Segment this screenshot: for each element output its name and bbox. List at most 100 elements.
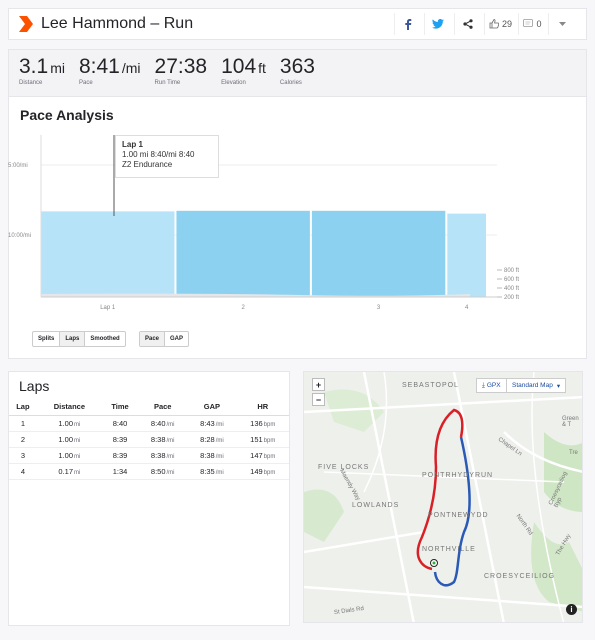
map-type-label: Standard Map bbox=[512, 382, 553, 389]
info-icon[interactable]: i bbox=[566, 604, 577, 615]
table-row[interactable]: 4 0.17mi 1:34 8:50/mi 8:35/mi 149bpm bbox=[9, 463, 289, 480]
caret-down-icon: ▾ bbox=[556, 382, 561, 390]
place-label: PONTRHYDYRUN bbox=[422, 472, 494, 479]
lap-tooltip: Lap 1 1.00 mi 8:40/mi 8:40 Z2 Endurance bbox=[115, 135, 219, 178]
col-pace: Pace bbox=[138, 398, 188, 416]
pace-analysis-title: Pace Analysis bbox=[20, 107, 114, 123]
place-label: CROESYCEILIOG bbox=[484, 573, 555, 580]
route-back bbox=[433, 436, 471, 587]
kudos-button[interactable]: 29 bbox=[483, 13, 516, 35]
more-menu-button[interactable] bbox=[548, 13, 576, 35]
cell-value: 3 bbox=[20, 451, 25, 460]
laps-button[interactable]: Laps bbox=[60, 332, 86, 346]
cell-value: 136 bbox=[250, 419, 263, 428]
cell-value: 147 bbox=[250, 451, 263, 460]
col-hr: HR bbox=[236, 398, 289, 416]
route-map[interactable]: + − ⤓ GPX Standard Map ▾ SEBASTOPOL FIVE … bbox=[303, 371, 583, 623]
cell-value: 2 bbox=[20, 435, 25, 444]
cell-gap: 8:35/mi bbox=[187, 463, 237, 480]
tooltip-lap: Lap 1 bbox=[122, 140, 143, 149]
cell-time: 1:34 bbox=[101, 463, 139, 480]
stat-run-time: 27:38 Run Time bbox=[154, 56, 208, 87]
twitter-share-button[interactable] bbox=[423, 13, 452, 35]
cell-pace: 8:38/mi bbox=[138, 447, 188, 464]
stat-pace: 8:41/mi Pace bbox=[78, 56, 141, 87]
stat-elevation: 104 ft Elevation bbox=[221, 55, 266, 87]
cell-time: 8:39 bbox=[101, 431, 139, 448]
table-row[interactable]: 1 1.00mi 8:40 8:40/mi 8:43/mi 136bpm bbox=[9, 415, 289, 432]
stat-value: 104 bbox=[221, 55, 257, 78]
splits-button[interactable]: Splits bbox=[33, 332, 61, 346]
smoothed-button[interactable]: Smoothed bbox=[90, 336, 120, 342]
cell-unit: /mi bbox=[215, 438, 224, 444]
cell-unit: mi bbox=[74, 470, 81, 476]
cell-lap: 2 bbox=[9, 431, 37, 448]
cell-unit: bpm bbox=[263, 438, 276, 444]
stat-unit: ft bbox=[258, 60, 266, 76]
download-icon: ⤓ bbox=[482, 381, 485, 389]
cell-unit: mi bbox=[74, 438, 81, 444]
cell-unit: /mi bbox=[215, 422, 224, 428]
place-label: Green & T bbox=[562, 416, 579, 428]
cell-value: 151 bbox=[250, 435, 263, 444]
laps-table: Lap Distance Time Pace GAP HR 1 1.00mi 8:4… bbox=[9, 398, 289, 480]
table-row[interactable]: 3 1.00mi 8:39 8:38/mi 8:38/mi 147bpm bbox=[9, 447, 289, 464]
stat-label: Pace bbox=[78, 80, 93, 86]
cell-hr: 151bpm bbox=[236, 431, 289, 448]
gap-button[interactable]: GAP bbox=[170, 336, 184, 342]
activity-title: Lee Hammond – Run bbox=[41, 15, 194, 32]
place-label: LOWLANDS bbox=[352, 502, 400, 509]
cell-distance: 1.00mi bbox=[36, 447, 102, 464]
cell-unit: bpm bbox=[263, 422, 276, 428]
route-out bbox=[416, 408, 464, 571]
cell-value: 1.00 bbox=[58, 435, 73, 444]
cell-distance: 1.00mi bbox=[36, 415, 102, 432]
share-icon bbox=[463, 19, 474, 29]
cell-value: 8:39 bbox=[112, 451, 128, 460]
stat-value: 3.1 bbox=[19, 55, 49, 78]
cell-value: 1.00 bbox=[58, 419, 73, 428]
cell-value: 8:35 bbox=[200, 467, 215, 476]
stat-label: Run Time bbox=[154, 80, 181, 86]
place-label: NORTHVILLE bbox=[422, 546, 476, 553]
cell-value: 1 bbox=[20, 419, 25, 428]
cell-gap: 8:43/mi bbox=[187, 415, 237, 432]
table-row[interactable]: 2 1.00mi 8:39 8:38/mi 8:28/mi 151bpm bbox=[9, 431, 289, 448]
activity-header: Lee Hammond – Run 29 0 bbox=[8, 8, 587, 40]
cell-unit: bpm bbox=[263, 470, 276, 476]
tooltip-stats: 1.00 mi 8:40/mi 8:40 bbox=[122, 150, 195, 159]
cell-distance: 0.17mi bbox=[36, 463, 102, 480]
cell-time: 8:39 bbox=[101, 447, 139, 464]
share-button[interactable] bbox=[453, 13, 482, 35]
pace-button[interactable]: Pace bbox=[140, 332, 166, 346]
comment-icon bbox=[523, 19, 534, 27]
cell-unit: /mi bbox=[166, 422, 175, 428]
cell-hr: 149bpm bbox=[236, 463, 289, 480]
cell-value: 1:34 bbox=[112, 467, 128, 476]
map-canvas bbox=[304, 372, 582, 622]
col-lap: Lap bbox=[9, 398, 37, 416]
caret-down-icon bbox=[559, 21, 566, 26]
cell-value: 8:40 bbox=[112, 419, 128, 428]
cell-value: 8:38 bbox=[150, 451, 166, 460]
cell-unit: /mi bbox=[166, 438, 175, 444]
cell-value: 8:40 bbox=[150, 419, 166, 428]
cell-time: 8:40 bbox=[101, 415, 139, 432]
comments-button[interactable]: 0 bbox=[518, 13, 546, 35]
cell-value: 0.17 bbox=[58, 467, 73, 476]
gpx-download-button[interactable]: ⤓ GPX bbox=[476, 378, 507, 393]
thumbs-up-icon bbox=[489, 19, 499, 29]
stat-unit: /mi bbox=[121, 60, 141, 76]
cell-unit: /mi bbox=[166, 470, 175, 476]
facebook-share-button[interactable] bbox=[393, 13, 422, 35]
cell-unit: /mi bbox=[166, 454, 175, 460]
tooltip-zone: Z2 Endurance bbox=[122, 160, 173, 169]
cell-unit: bpm bbox=[263, 454, 276, 460]
map-type-select[interactable]: Standard Map ▾ bbox=[506, 378, 567, 393]
cell-unit: /mi bbox=[215, 470, 224, 476]
zoom-in-button[interactable]: + bbox=[312, 378, 325, 391]
zoom-out-button[interactable]: − bbox=[312, 393, 325, 406]
view-toggle-group: Splits Laps Smoothed bbox=[32, 331, 126, 347]
cell-value: 8:43 bbox=[200, 419, 215, 428]
cell-value: 8:28 bbox=[200, 435, 215, 444]
